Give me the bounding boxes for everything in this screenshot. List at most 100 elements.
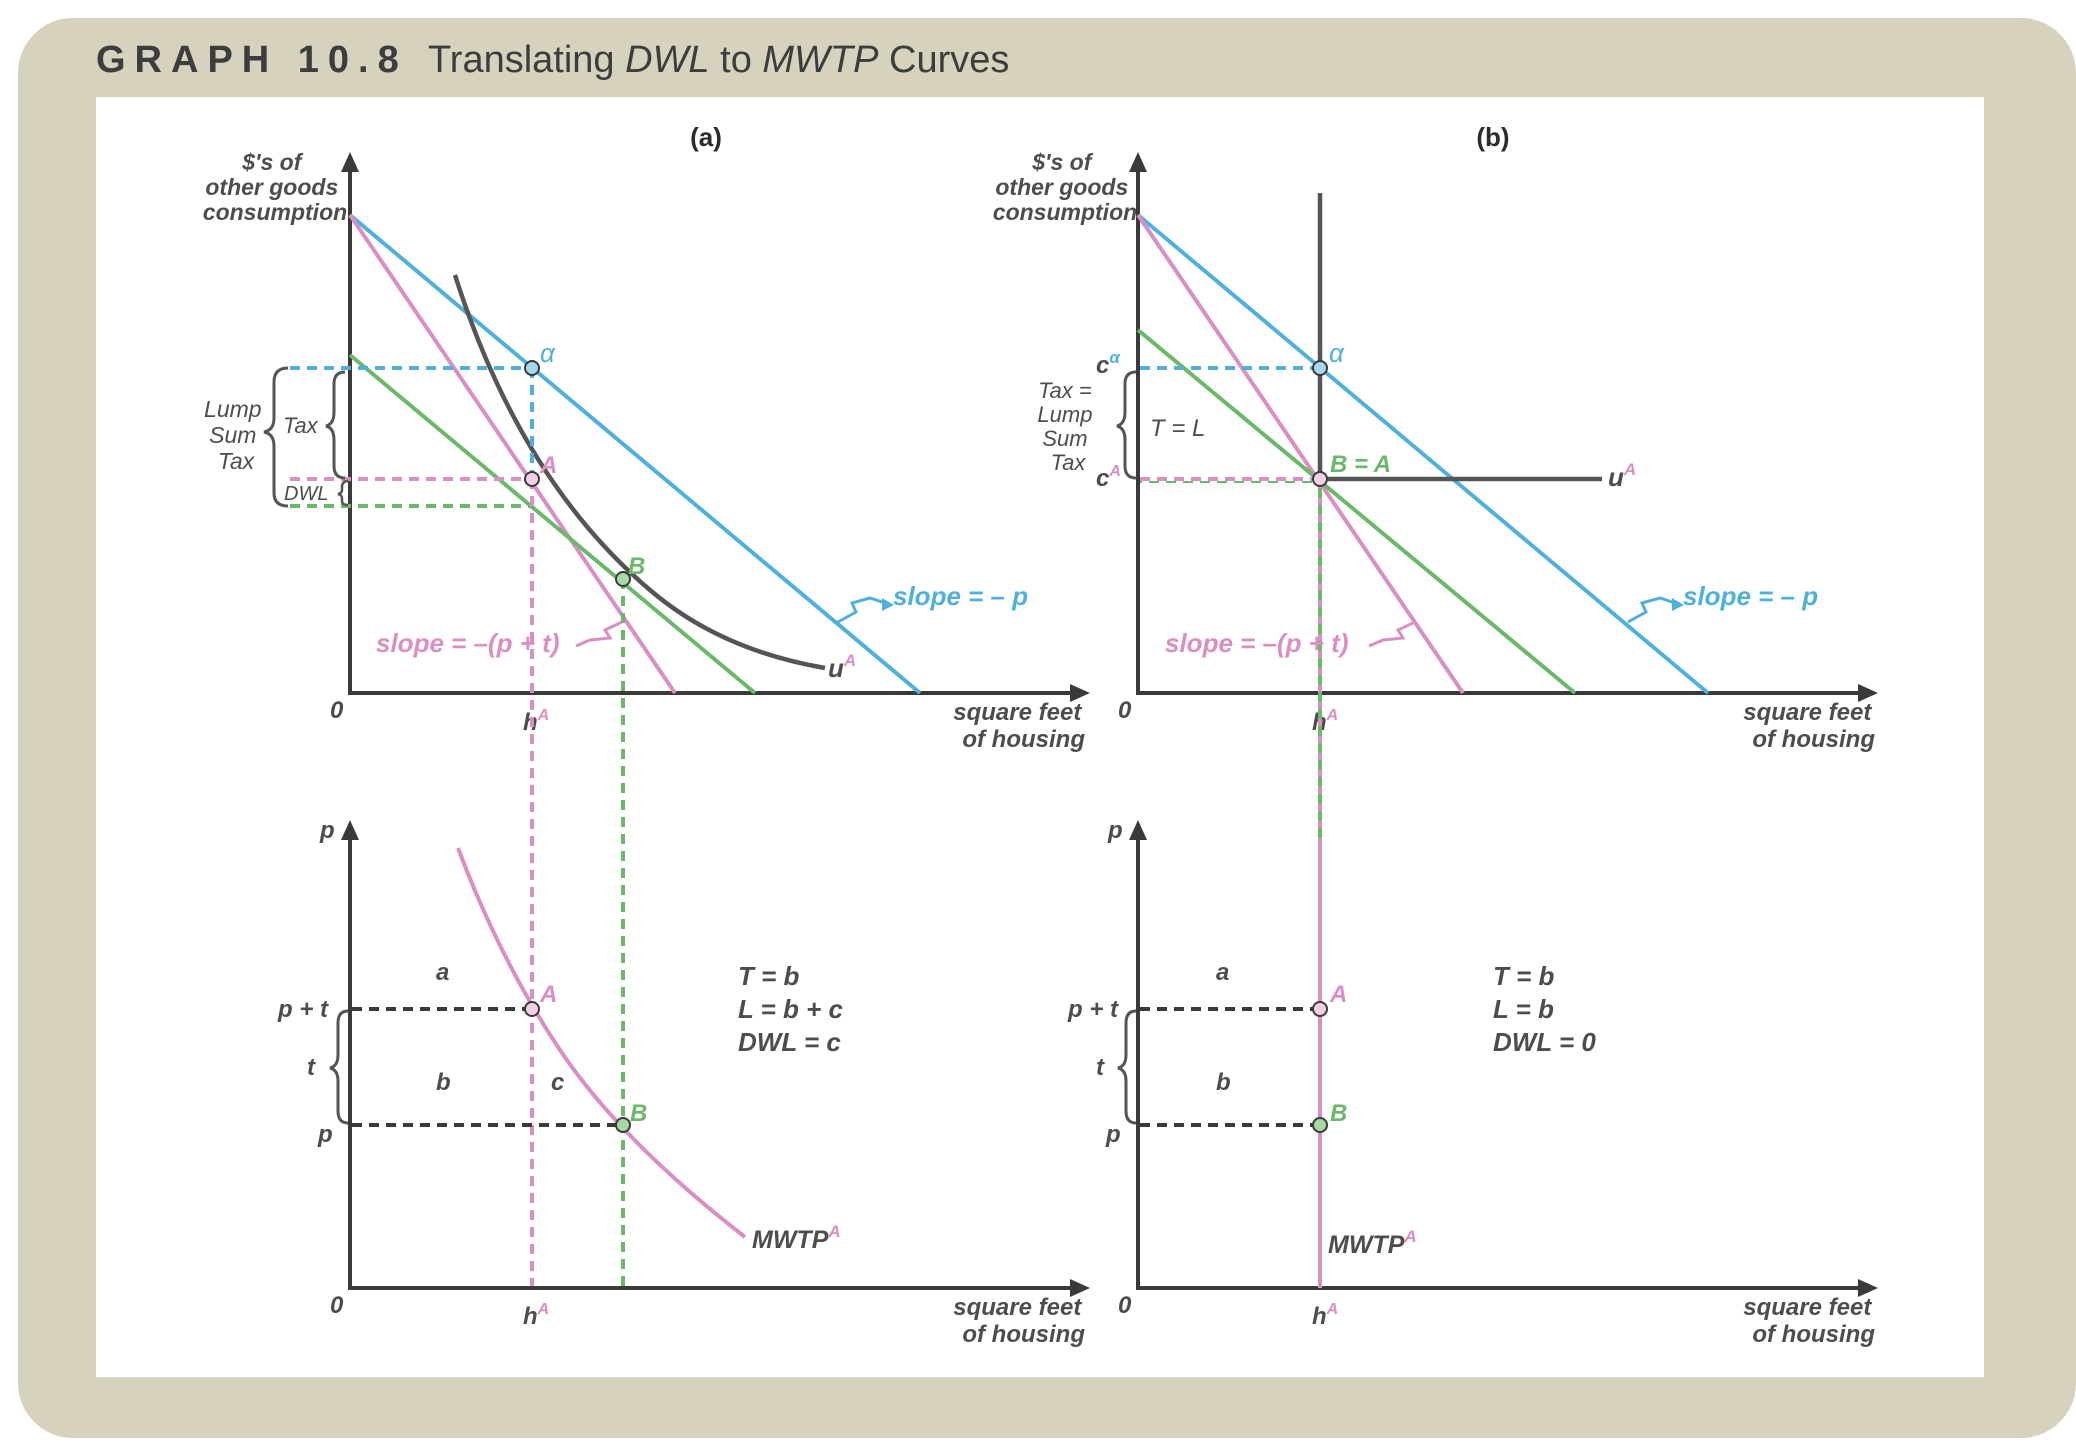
panel-a-top-origin: 0	[330, 697, 344, 724]
panel-b-label-alpha: α	[1329, 338, 1345, 368]
panel-a-top-y-label: $'s of other goods consumption	[203, 149, 347, 225]
panel-a-bottom-y-label: p	[319, 817, 335, 844]
panel-a-bottom-axes	[348, 828, 1078, 1290]
panel-a-area-b: b	[436, 1069, 451, 1096]
panel-a-utility-label: uA	[828, 651, 856, 683]
panel-b-bottom-label-B: B	[1330, 1100, 1347, 1127]
panel-a-bottom-label-A: A	[539, 981, 557, 1008]
panel-b-brace-text: Tax = Lump Sum Tax	[1037, 378, 1098, 475]
panel-a-tax-label: Tax	[283, 413, 319, 438]
panel-b-top-origin: 0	[1118, 697, 1132, 724]
panel-a-top-y-arrow	[341, 152, 359, 172]
panel-b-bottom-y-arrow	[1129, 820, 1147, 840]
panel-a-point-B	[615, 571, 631, 587]
panel-a-p-label: p	[317, 1121, 333, 1148]
panel-a-top-axes	[348, 158, 1078, 695]
panel-a-dwl-brace	[337, 479, 349, 507]
panel-a-bottom-point-A	[524, 1001, 540, 1017]
panel-a-point-A	[524, 471, 540, 487]
panel-a-tax-brace	[325, 370, 346, 480]
panel-b-blue-budget-line	[1136, 213, 1710, 695]
panel-b-bottom: p square feet of housing 0 hA A B p + t …	[1067, 817, 1878, 1348]
panel-a-bottom-label-B: B	[630, 1100, 647, 1127]
panel-a-blue-budget-line	[348, 213, 922, 695]
panel-a-slope-pink-pointer	[575, 620, 623, 648]
panel-b-area-b: b	[1216, 1069, 1231, 1096]
panel-b-t-label: t	[1096, 1054, 1105, 1081]
panel-a-p-plus-t-label: p + t	[277, 996, 329, 1023]
graph-number: GRAPH 10.8	[96, 39, 408, 81]
panel-b-top-x-arrow	[1858, 684, 1878, 702]
panel-b-t-eq-l: T = L	[1150, 415, 1205, 442]
panel-b-point-BA	[1312, 471, 1328, 487]
panel-a-lump-brace	[263, 366, 289, 508]
panel-b-bottom-h-label: hA	[1312, 1301, 1338, 1330]
panel-b-bottom-y-label: p	[1107, 817, 1123, 844]
panel-a-label-alpha: α	[540, 338, 556, 368]
panel-b-tax-brace	[1116, 370, 1137, 480]
panel-b-bottom-x-arrow	[1858, 1279, 1878, 1297]
panel-a-label-B: B	[628, 553, 645, 580]
panel-a-dwl-label: DWL	[284, 483, 328, 505]
panel-a-label-A: A	[539, 452, 557, 479]
panel-a-t-brace	[329, 1009, 349, 1125]
panel-a-area-a: a	[436, 959, 449, 986]
panel-b-area-a: a	[1216, 959, 1229, 986]
panel-a-top-x-label: square feet of housing	[953, 699, 1088, 753]
panel-b-slope-blue-pointer	[1627, 596, 1679, 624]
panel-b-top-x-label: square feet of housing	[1743, 699, 1878, 753]
panel-b-top-y-label: $'s of other goods consumption	[993, 149, 1137, 225]
panel-a-top: (a) $'s of other goods consumption squar…	[203, 122, 1090, 1286]
panel-b-c-A: cA	[1096, 463, 1121, 492]
panel-b-bottom-axes	[1136, 828, 1866, 1290]
panel-b-slope-blue: slope = – p	[1683, 581, 1818, 611]
panel-b-top-axes	[1136, 158, 1866, 695]
panel-a-point-alpha	[524, 360, 540, 376]
panel-a-lump-sum-label: Lump Sum Tax	[204, 396, 268, 474]
panel-b-c-alpha: cα	[1096, 348, 1121, 379]
panel-a-label: (a)	[690, 122, 722, 152]
panel-b-utility-label: uA	[1608, 460, 1636, 492]
panel-b-bottom-label-A: A	[1329, 981, 1347, 1008]
panel-a-pink-budget-line	[348, 213, 677, 695]
panel-b-label-BA: B = A	[1330, 451, 1391, 478]
panel-a-slope-pink: slope = –(p + t)	[376, 628, 560, 658]
panel-a-top-x-arrow	[1070, 684, 1090, 702]
panel-a-bottom-x-arrow	[1070, 1279, 1090, 1297]
panel-b-t-brace	[1117, 1009, 1137, 1125]
panel-b-bottom-x-label: square feet of housing	[1743, 1294, 1878, 1348]
panel-a-bottom-h-label: hA	[523, 1301, 549, 1330]
panel-b-bottom-point-A	[1312, 1001, 1328, 1017]
panel-a-mwtp-curve	[456, 847, 747, 1239]
panel-b-p-plus-t-label: p + t	[1067, 996, 1119, 1023]
panel-b-bottom-origin: 0	[1118, 1292, 1132, 1319]
graph-title: Translating DWL to MWTP Curves	[428, 39, 1009, 81]
panel-a-bottom: p square feet of housing 0 hA A B p + t …	[277, 817, 1090, 1348]
panel-b-p-label: p	[1105, 1121, 1121, 1148]
panel-a-slope-blue: slope = – p	[893, 581, 1028, 611]
panel-b-bottom-point-B	[1312, 1117, 1328, 1133]
panel-b-green-budget-line	[1136, 328, 1577, 695]
figure-canvas	[96, 97, 1984, 1377]
panel-a-equations: T = b L = b + c DWL = c	[738, 961, 850, 1057]
panel-b-slope-blue-arrowhead	[1672, 598, 1684, 611]
panel-a-green-budget-line	[348, 353, 757, 695]
panel-a-slope-blue-pointer	[837, 596, 889, 624]
panel-b-top: (b) $'s of other goods consumption squar…	[993, 122, 1878, 840]
panel-a-bottom-y-arrow	[341, 820, 359, 840]
panel-a-bottom-x-label: square feet of housing	[953, 1294, 1088, 1348]
panel-b-slope-pink-pointer	[1368, 620, 1416, 648]
panel-a-mwtp-label: MWTPA	[752, 1222, 841, 1254]
panel-a-t-label: t	[307, 1054, 316, 1081]
panel-a-area-c: c	[551, 1069, 564, 1096]
panel-a-slope-blue-arrowhead	[882, 598, 894, 611]
panel-b-slope-pink: slope = –(p + t)	[1165, 628, 1349, 658]
panel-a-bottom-point-B	[615, 1117, 631, 1133]
panel-b-pink-budget-line	[1136, 213, 1465, 695]
panel-b-mwtp-label: MWTPA	[1328, 1227, 1417, 1259]
panel-b-point-alpha	[1312, 360, 1328, 376]
panel-b-label: (b)	[1476, 122, 1509, 152]
panel-b-equations: T = b L = b DWL = 0	[1493, 961, 1596, 1057]
panel-a-bottom-origin: 0	[330, 1292, 344, 1319]
